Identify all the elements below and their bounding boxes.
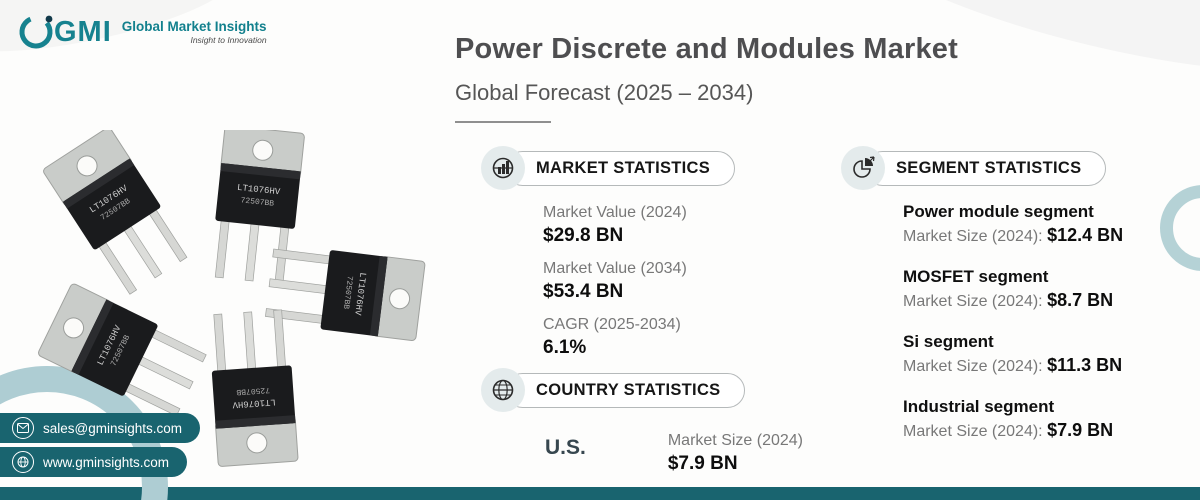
segment-label: Market Size (2024): — [903, 358, 1043, 375]
transistor-5 — [207, 308, 299, 468]
stat-value: $7.9 BN — [667, 453, 738, 474]
market-statistics-header: MARKET STATISTICS — [481, 146, 736, 190]
transistor-2 — [208, 130, 306, 286]
country-name: U.S. — [545, 436, 586, 459]
segment-statistics-header: SEGMENT STATISTICS — [841, 146, 1123, 190]
transistor-1 — [41, 130, 193, 299]
segment-value: $12.4 BN — [1047, 225, 1124, 245]
footer-bar — [0, 487, 1200, 500]
gmi-ring-icon — [16, 12, 56, 52]
segment-statistics-section: SEGMENT STATISTICS Power module segment … — [841, 146, 1123, 462]
stat-value: 6.1% — [543, 337, 587, 358]
website-badge[interactable]: www.gminsights.com — [0, 447, 188, 477]
segment-label: Market Size (2024): — [903, 228, 1043, 245]
segment-value: $8.7 BN — [1047, 290, 1114, 310]
country-statistics-section: COUNTRY STATISTICS U.S. Market Size (202… — [481, 368, 803, 488]
segment-name: Industrial segment — [903, 397, 1055, 416]
market-statistics-heading: MARKET STATISTICS — [505, 150, 736, 186]
transistor-3 — [264, 242, 426, 342]
pie-chart-icon — [841, 146, 885, 190]
brand-tagline: Insight to Innovation — [190, 35, 267, 45]
transistor-4 — [36, 282, 210, 422]
stat-label: Market Size (2024) — [667, 432, 804, 449]
email-text: sales@gminsights.com — [43, 420, 183, 436]
email-icon — [12, 417, 34, 439]
stat-value: $53.4 BN — [543, 281, 624, 302]
segment-item: Industrial segment Market Size (2024): $… — [903, 397, 1123, 441]
segment-name: Power module segment — [903, 202, 1094, 221]
country-statistics-heading: COUNTRY STATISTICS — [505, 372, 746, 408]
stat-label: CAGR (2025-2034) — [543, 316, 681, 333]
globe-chart-icon — [481, 146, 525, 190]
segment-statistics-list: Power module segment Market Size (2024):… — [903, 202, 1123, 441]
subtitle-underline — [455, 121, 551, 123]
segment-statistics-heading: SEGMENT STATISTICS — [865, 150, 1107, 186]
stat-label: Market Value (2034) — [543, 260, 687, 277]
market-statistics-list: Market Value (2024) $29.8 BN Market Valu… — [543, 204, 735, 359]
stat-value: $29.8 BN — [543, 225, 624, 246]
segment-item: Si segment Market Size (2024): $11.3 BN — [903, 332, 1123, 376]
segment-value: $11.3 BN — [1047, 355, 1123, 375]
segment-item: Power module segment Market Size (2024):… — [903, 202, 1123, 246]
brand-name: Global Market Insights — [121, 19, 267, 34]
segment-label: Market Size (2024): — [903, 293, 1043, 310]
page-title: Power Discrete and Modules Market — [455, 33, 958, 65]
country-statistics-content: U.S. Market Size (2024) $7.9 BN — [545, 432, 803, 488]
decor-ring-right — [1160, 185, 1200, 271]
segment-item: MOSFET segment Market Size (2024): $8.7 … — [903, 267, 1123, 311]
page-header: Power Discrete and Modules Market Global… — [455, 33, 958, 123]
brand-abbr: GMI — [54, 15, 112, 48]
stat-label: Market Value (2024) — [543, 204, 687, 221]
segment-name: Si segment — [903, 332, 994, 351]
page-subtitle: Global Forecast (2025 – 2034) — [455, 80, 754, 105]
email-badge[interactable]: sales@gminsights.com — [0, 413, 201, 443]
market-statistics-section: MARKET STATISTICS Market Value (2024) $2… — [481, 146, 736, 372]
contact-badges: sales@gminsights.com www.gminsights.com — [0, 413, 201, 481]
segment-value: $7.9 BN — [1047, 420, 1114, 440]
country-statistics-header: COUNTRY STATISTICS — [481, 368, 803, 412]
segment-label: Market Size (2024): — [903, 423, 1043, 440]
website-globe-icon — [12, 451, 34, 473]
brand-logo: GMI Global Market Insights Insight to In… — [16, 12, 267, 52]
website-text: www.gminsights.com — [43, 454, 170, 470]
segment-name: MOSFET segment — [903, 267, 1049, 286]
globe-icon — [481, 368, 525, 412]
